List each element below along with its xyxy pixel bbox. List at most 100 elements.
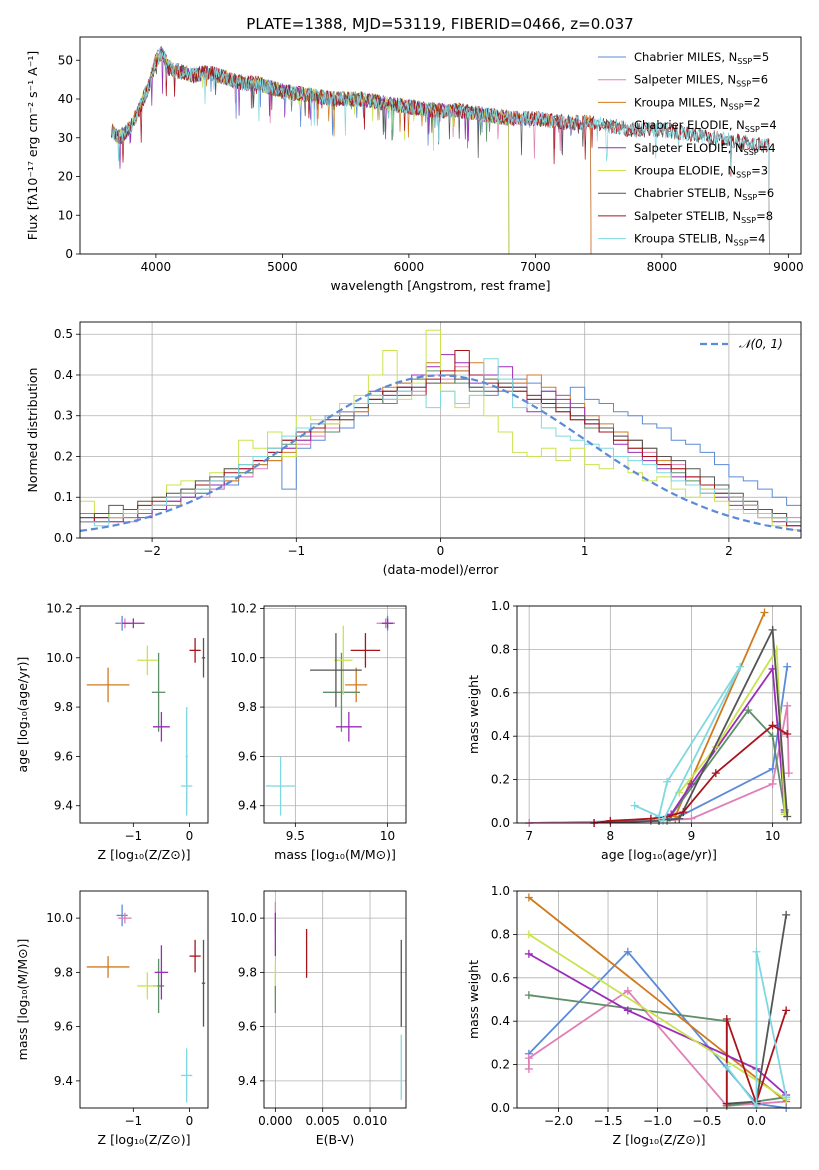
panel-age-vs-Z: −1 0 9.4 9.6 9.8 10.0 10.2 Z [log₁₀(Z/Z⊙)] age [… xyxy=(15,601,209,862)
spectrum-line xyxy=(111,46,510,254)
x-tick-label: 5000 xyxy=(267,260,298,274)
x-axis-label: mass [log₁₀(M/M⊙)] xyxy=(274,847,396,862)
y-tick-label: 0.8 xyxy=(491,642,510,656)
x-axis-label: Z [log₁₀(Z/Z⊙)] xyxy=(98,847,191,862)
mass-weight-marker xyxy=(768,779,777,788)
panel-residuals: −2 −1 0 1 2 0.0 0.1 0.2 0.3 0.4 0.5 (data-model)/er… xyxy=(25,321,802,577)
mass-weight-marker xyxy=(687,779,696,788)
mass-weight-marker xyxy=(524,949,533,958)
x-tick-label: 0 xyxy=(186,1114,194,1128)
legend-suffix: =4 xyxy=(759,141,776,155)
y-tick-label: 0.4 xyxy=(491,729,510,743)
y-tick-label: 9.6 xyxy=(238,749,257,763)
mass-weight-marker xyxy=(760,608,769,617)
panel-mass-vs-Z: −1 0 9.4 9.6 9.8 10.0 Z [log₁₀(Z/Z⊙)] mass [log… xyxy=(15,890,209,1147)
x-tick-label: 6000 xyxy=(394,260,425,274)
legend-suffix: =4 xyxy=(760,118,777,132)
panel-mass-vs-ebv: 0.000 0.005 0.010 9.4 9.6 9.8 10.0 E(B-V) xyxy=(230,890,407,1147)
legend-label: Salpeter STELIB, NSSP=8 xyxy=(634,209,773,225)
legend-label: Kroupa MILES, NSSP=2 xyxy=(634,95,760,111)
mass-weight-marker xyxy=(783,730,792,739)
x-tick-label: 0.010 xyxy=(353,1114,387,1128)
y-tick-label: 0.5 xyxy=(54,327,73,341)
axes-frame xyxy=(263,605,407,824)
mass-weight-line xyxy=(529,705,790,823)
x-tick-label: 4000 xyxy=(141,260,172,274)
panel-massweight-vs-Z: −2.0 −1.5 −1.0 −0.5 0.0 0.0 0.2 0.4 0.6 0.8 1.0 Z [… xyxy=(466,884,802,1147)
mass-weight-marker xyxy=(784,769,793,778)
mass-weight-marker xyxy=(782,1006,791,1015)
figure-title: PLATE=1388, MJD=53119, FIBERID=0466, z=0… xyxy=(246,15,633,33)
mass-weight-marker xyxy=(524,930,533,939)
x-tick-label: 0.005 xyxy=(306,1114,340,1128)
legend-subscript: SSP xyxy=(742,193,757,202)
legend-subscript: SSP xyxy=(734,239,749,248)
y-tick-label: 0.0 xyxy=(54,531,73,545)
x-tick-label: −0.5 xyxy=(692,1114,721,1128)
mass-weight-marker xyxy=(679,808,688,817)
legend-subscript: SSP xyxy=(736,80,751,89)
y-tick-label: 10.2 xyxy=(230,601,257,615)
y-tick-label: 0.2 xyxy=(491,1058,510,1072)
legend-subscript: SSP xyxy=(745,125,760,134)
x-tick-label: 9000 xyxy=(773,260,804,274)
mass-weight-marker xyxy=(752,947,761,956)
mass-weight-line xyxy=(666,708,786,822)
mass-weight-marker xyxy=(663,777,672,786)
x-tick-label: 0 xyxy=(186,829,194,843)
x-axis-label: age [log₁₀(age/yr)] xyxy=(601,847,717,862)
y-axis-label: Flux [fλ10⁻¹⁷ erg cm⁻² s⁻¹ A⁻¹] xyxy=(25,51,40,240)
y-tick-label: 0.6 xyxy=(491,686,510,700)
x-tick-label: −1 xyxy=(287,544,305,558)
legend-subscript: SSP xyxy=(744,148,759,157)
panel-age-vs-mass: 9.5 10 9.4 9.6 9.8 10.0 10.2 mass [log₁₀(M/M⊙)] xyxy=(230,601,407,862)
x-tick-label: 9.5 xyxy=(286,829,305,843)
mass-weight-marker xyxy=(768,732,777,741)
histogram-step xyxy=(80,358,801,538)
mass-weight-marker xyxy=(524,991,533,1000)
mass-weight-marker xyxy=(524,1064,533,1073)
legend-label: Chabrier ELODIE, NSSP=4 xyxy=(634,118,777,134)
x-tick-label: −1.0 xyxy=(643,1114,672,1128)
y-tick-label: 9.6 xyxy=(54,1020,73,1034)
legend-subscript: SSP xyxy=(737,57,752,66)
mass-weight-marker xyxy=(623,947,632,956)
y-tick-label: 9.4 xyxy=(238,1074,257,1088)
x-tick-label: −1 xyxy=(124,1114,142,1128)
spectrum-line xyxy=(111,50,770,254)
mass-weight-marker xyxy=(722,1015,731,1024)
legend-label: 𝒩(0, 1) xyxy=(739,337,783,351)
y-tick-label: 0.8 xyxy=(491,927,510,941)
mass-weight-marker xyxy=(655,812,663,821)
legend-suffix: =5 xyxy=(752,50,769,64)
y-tick-label: 50 xyxy=(58,53,73,67)
y-tick-label: 0.4 xyxy=(54,368,73,382)
legend-suffix: =8 xyxy=(756,209,773,223)
x-tick-label: 8 xyxy=(606,829,614,843)
x-tick-label: −2.0 xyxy=(544,1114,573,1128)
y-tick-label: 9.8 xyxy=(238,965,257,979)
y-axis-label: mass weight xyxy=(466,675,481,754)
mass-weight-marker xyxy=(722,1099,731,1108)
mass-weight-marker xyxy=(752,1101,761,1110)
x-tick-label: 0 xyxy=(437,544,445,558)
mass-weight-marker xyxy=(783,662,792,671)
spectrum-line xyxy=(111,49,510,254)
axes-frame xyxy=(263,890,407,1109)
panel-massweight-vs-age: 7 8 9 10 0.0 0.2 0.4 0.6 0.8 1.0 age [log₁₀(age/yr… xyxy=(466,599,802,862)
mass-weight-marker xyxy=(675,814,684,823)
x-axis-label: E(B-V) xyxy=(316,1132,355,1147)
y-tick-label: 9.8 xyxy=(238,700,257,714)
y-tick-label: 10.0 xyxy=(46,651,73,665)
mass-weight-marker xyxy=(606,816,615,825)
spectrum-line xyxy=(111,49,592,254)
legend-label: Chabrier STELIB, NSSP=6 xyxy=(634,186,774,202)
y-tick-label: 9.6 xyxy=(238,1020,257,1034)
y-tick-label: 9.8 xyxy=(54,700,73,714)
x-axis-label: wavelength [Angstrom, rest frame] xyxy=(330,278,550,293)
mass-weight-marker xyxy=(630,801,639,810)
x-axis-label: Z [log₁₀(Z/Z⊙)] xyxy=(613,1132,706,1147)
mass-weight-marker xyxy=(722,1062,731,1071)
axes-frame xyxy=(79,890,209,1109)
